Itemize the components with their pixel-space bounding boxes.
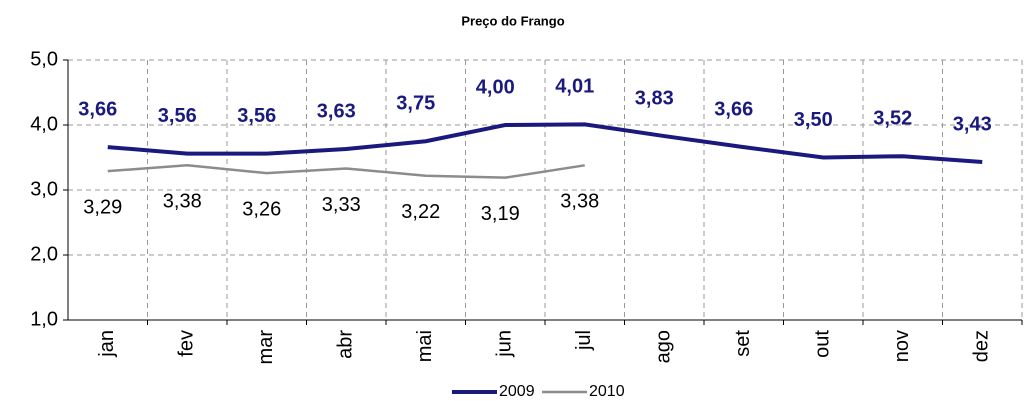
x-tick-label: ago <box>653 330 675 363</box>
data-label: 3,56 <box>237 105 276 127</box>
data-label: 3,63 <box>317 100 356 122</box>
y-tick-label: 2,0 <box>30 243 58 265</box>
x-tick-label: set <box>732 330 754 357</box>
data-label: 3,52 <box>873 107 912 129</box>
data-label: 4,01 <box>555 76 594 98</box>
x-tick-label: jul <box>573 330 595 351</box>
series-line <box>107 122 983 165</box>
data-label: 3,26 <box>242 198 281 220</box>
x-tick-label: abr <box>335 330 357 359</box>
data-label: 3,50 <box>794 109 833 131</box>
data-label: 3,43 <box>953 113 992 135</box>
x-tick-label: mar <box>255 330 277 365</box>
x-tick-label: dez <box>971 330 993 362</box>
x-tick-label: fev <box>176 330 198 357</box>
data-label: 3,22 <box>401 201 440 223</box>
data-label: 3,83 <box>635 87 674 109</box>
y-tick-label: 3,0 <box>30 178 58 200</box>
data-label: 3,33 <box>322 194 361 216</box>
data-label: 3,66 <box>78 98 117 120</box>
series-line <box>107 164 585 179</box>
legend-label: 2010 <box>589 383 625 400</box>
data-label: 3,29 <box>83 196 122 218</box>
x-tick-label: jan <box>96 330 118 358</box>
data-label: 3,66 <box>714 98 753 120</box>
data-label: 3,19 <box>481 203 520 225</box>
chart-title: Preço do Frango <box>461 13 564 28</box>
x-tick-label: out <box>812 330 834 358</box>
data-label: 3,56 <box>158 105 197 127</box>
y-tick-label: 1,0 <box>30 308 58 330</box>
y-tick-label: 5,0 <box>30 48 58 70</box>
x-tick-label: nov <box>891 330 913 362</box>
legend-label: 2009 <box>499 383 535 400</box>
data-label: 3,38 <box>163 191 202 213</box>
data-label: 3,75 <box>396 93 435 115</box>
x-tick-label: jun <box>494 330 516 358</box>
y-tick-label: 4,0 <box>30 113 58 135</box>
data-label: 4,00 <box>476 76 515 98</box>
data-label: 3,38 <box>560 191 599 213</box>
x-tick-label: mai <box>414 330 436 362</box>
